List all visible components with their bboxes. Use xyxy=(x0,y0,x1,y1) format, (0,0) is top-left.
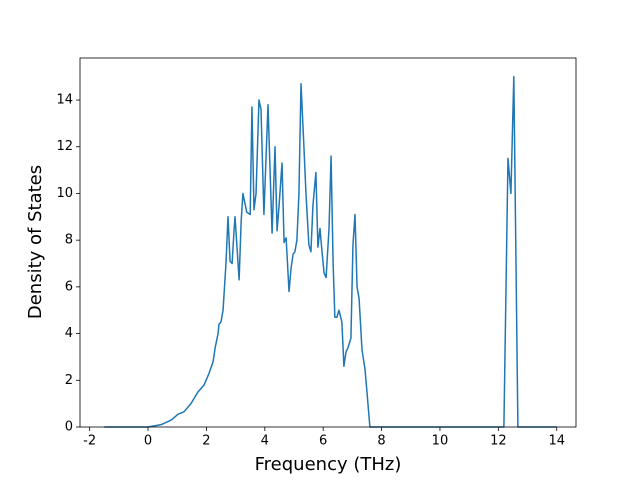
x-tick-label: 14 xyxy=(548,434,565,449)
x-tick-label: 12 xyxy=(490,434,507,449)
x-tick-label: 6 xyxy=(319,434,327,449)
x-tick-label: 0 xyxy=(144,434,152,449)
x-axis-label: Frequency (THz) xyxy=(255,454,402,475)
x-tick-label: 2 xyxy=(202,434,210,449)
y-tick-label: 0 xyxy=(65,420,73,435)
y-tick-label: 10 xyxy=(56,186,73,201)
y-axis-label: Density of States xyxy=(25,165,46,319)
dos-line xyxy=(104,75,557,428)
y-tick-label: 12 xyxy=(56,139,73,154)
x-tick-label: 4 xyxy=(261,434,269,449)
y-tick-label: 8 xyxy=(65,233,73,248)
x-tick-label: 8 xyxy=(377,434,385,449)
y-tick-label: 2 xyxy=(65,373,73,388)
x-tick-label: -2 xyxy=(83,434,96,449)
y-tick-label: 4 xyxy=(65,326,73,341)
y-tick-label: 6 xyxy=(65,279,73,294)
y-tick-label: 14 xyxy=(56,93,73,108)
x-tick-label: 10 xyxy=(432,434,449,449)
plot-frame xyxy=(79,57,577,428)
